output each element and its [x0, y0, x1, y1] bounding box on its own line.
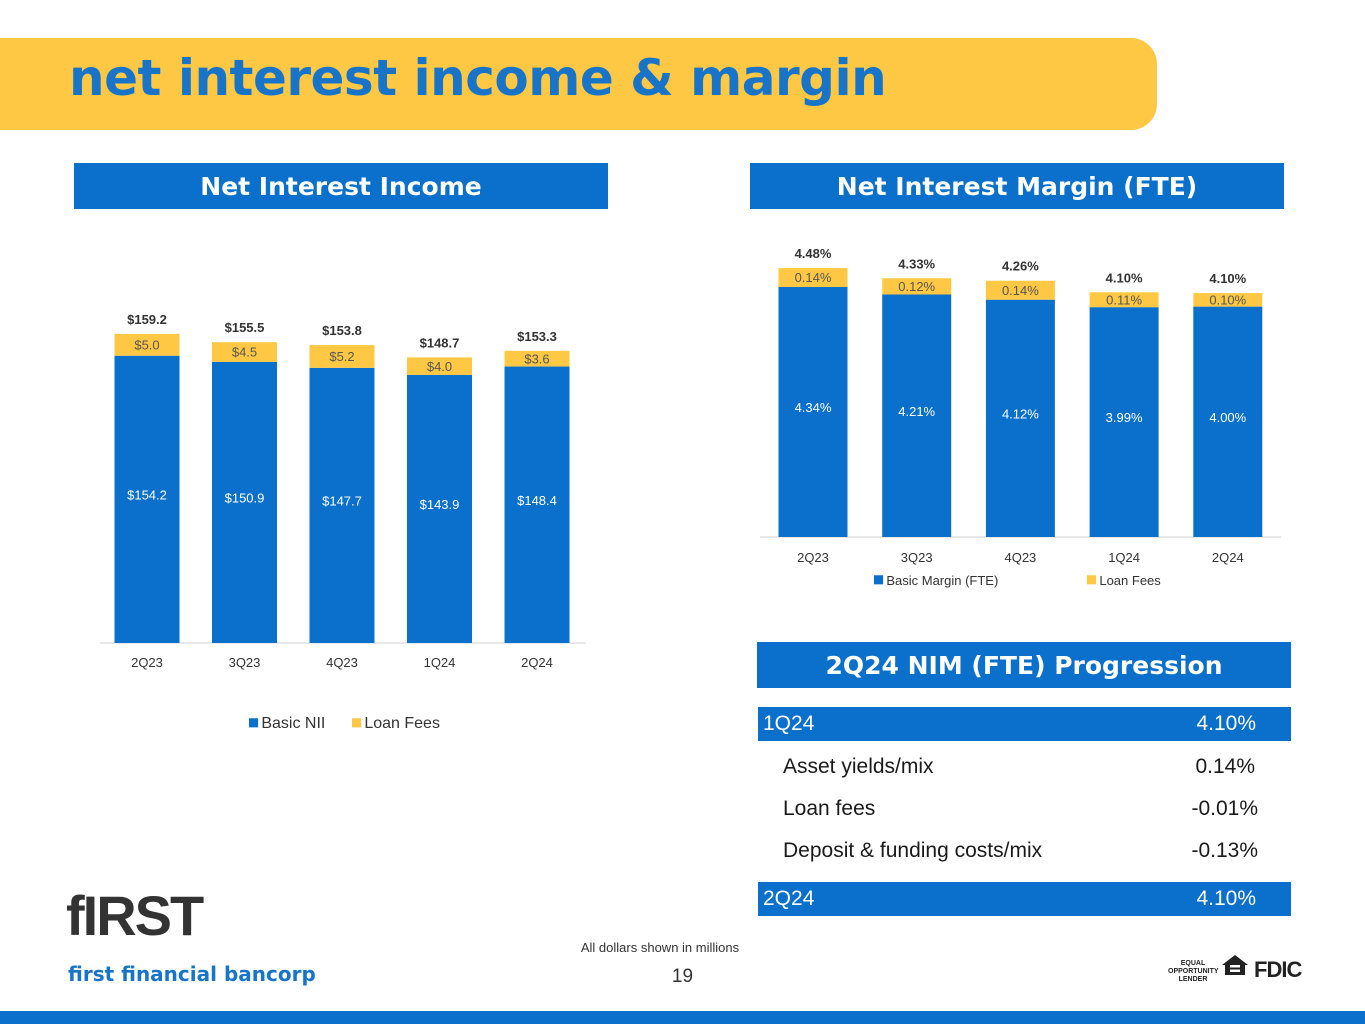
data-label-loan-fees: $5.2 [329, 349, 354, 364]
progression-row-value: -0.13% [1191, 839, 1258, 862]
data-label-basic: $148.4 [517, 493, 557, 508]
legend-swatch [249, 718, 259, 728]
data-label-total: 4.33% [898, 256, 935, 271]
bar-loan-fees [1193, 293, 1263, 307]
data-label-total: $153.8 [322, 323, 362, 338]
legend-label: Loan Fees [364, 715, 440, 732]
data-label-total: $148.7 [420, 335, 460, 350]
progression-start-row: 1Q24 4.10% [758, 707, 1291, 741]
progression-end-row: 2Q24 4.10% [758, 882, 1291, 916]
data-label-loan-fees: 0.10% [1209, 293, 1246, 308]
data-label-basic: 4.21% [898, 404, 935, 419]
bar-loan-fees [212, 342, 277, 362]
company-logo: fIRST [66, 884, 204, 947]
data-label-loan-fees: $5.0 [134, 337, 159, 352]
data-label-basic: $147.7 [322, 493, 362, 508]
progression-end-label: 2Q24 [763, 887, 815, 910]
data-label-basic: 4.34% [795, 400, 832, 415]
data-label-total: $153.3 [517, 329, 557, 344]
bar-loan-fees [407, 357, 472, 375]
data-label-total: $155.5 [225, 320, 265, 335]
bar-loan-fees [309, 345, 375, 368]
progression-start-value: 4.10% [1196, 712, 1256, 735]
bar-loan-fees [778, 268, 848, 288]
bar-basic [407, 374, 472, 643]
page-title: net interest income & margin [69, 49, 887, 107]
data-label-loan-fees: 0.12% [898, 279, 935, 294]
bar-basic [778, 287, 848, 537]
x-tick-label: 2Q24 [1212, 550, 1244, 565]
legend-swatch [874, 575, 884, 585]
x-tick-label: 2Q23 [131, 655, 163, 670]
progression-row-label: Loan fees [783, 797, 876, 820]
data-label-total: 4.10% [1106, 270, 1143, 285]
legend-label: Basic NII [261, 715, 325, 732]
bottom-bar [0, 1011, 1365, 1024]
data-label-total: 4.48% [795, 246, 832, 261]
equal-housing-lender-icon [1222, 955, 1248, 975]
fdic-logo: FDIC [1254, 957, 1302, 982]
equal-opportunity-lender-logo: EQUAL OPPORTUNITY LENDER [1168, 960, 1219, 983]
data-label-basic: $143.9 [420, 497, 460, 512]
bar-loan-fees [1089, 292, 1159, 308]
x-tick-label: 2Q23 [797, 550, 829, 565]
data-label-loan-fees: $4.0 [427, 359, 452, 374]
data-label-basic: $150.9 [225, 490, 265, 505]
bar-basic [212, 361, 277, 643]
legend-swatch [352, 718, 362, 728]
bar-basic [504, 366, 570, 643]
progression-row-label: Deposit & funding costs/mix [783, 839, 1043, 862]
x-tick-label: 3Q23 [229, 655, 261, 670]
nim-chart-header: Net Interest Margin (FTE) [750, 163, 1284, 209]
progression-end-value: 4.10% [1196, 887, 1256, 910]
bar-basic [985, 299, 1055, 537]
x-tick-label: 4Q23 [326, 655, 358, 670]
data-label-total: $159.2 [127, 312, 167, 327]
x-tick-label: 3Q23 [901, 550, 933, 565]
data-label-loan-fees: $4.5 [232, 345, 257, 360]
progression-row-value: -0.01% [1191, 797, 1258, 820]
nii-chart-header: Net Interest Income [74, 163, 608, 209]
x-tick-label: 1Q24 [1108, 550, 1140, 565]
data-label-basic: 4.00% [1209, 410, 1246, 425]
legend-label: Basic Margin (FTE) [886, 573, 998, 588]
bar-basic [1089, 307, 1159, 537]
bar-basic [114, 355, 180, 643]
x-tick-label: 4Q23 [1004, 550, 1036, 565]
data-label-total: 4.26% [1002, 259, 1039, 274]
data-label-loan-fees: $3.6 [524, 351, 549, 366]
data-label-basic: $154.2 [127, 487, 167, 502]
data-label-basic: 4.12% [1002, 406, 1039, 421]
progression-row-value: 0.14% [1195, 755, 1255, 778]
data-label-basic: 3.99% [1106, 410, 1143, 425]
progression-header: 2Q24 NIM (FTE) Progression [757, 642, 1291, 688]
page-number: 19 [671, 966, 694, 987]
legend-label: Loan Fees [1099, 573, 1161, 588]
bar-basic [1193, 306, 1263, 537]
progression-row-label: Asset yields/mix [783, 755, 934, 778]
data-label-loan-fees: 0.14% [795, 270, 832, 285]
footnote: All dollars shown in millions [580, 940, 740, 955]
bar-loan-fees [985, 280, 1055, 300]
x-tick-label: 2Q24 [521, 655, 553, 670]
x-tick-label: 1Q24 [424, 655, 456, 670]
bar-loan-fees [504, 350, 570, 367]
company-name: first financial bancorp [68, 962, 316, 986]
bar-basic [309, 367, 375, 643]
legend-swatch [1087, 575, 1097, 585]
data-label-loan-fees: 0.14% [1002, 283, 1039, 298]
title-banner [0, 38, 1157, 130]
bar-basic [882, 294, 952, 537]
data-label-loan-fees: 0.11% [1106, 292, 1142, 307]
progression-start-label: 1Q24 [763, 712, 815, 735]
data-label-total: 4.10% [1209, 271, 1246, 286]
bar-loan-fees [882, 278, 952, 295]
bar-loan-fees [114, 333, 180, 356]
